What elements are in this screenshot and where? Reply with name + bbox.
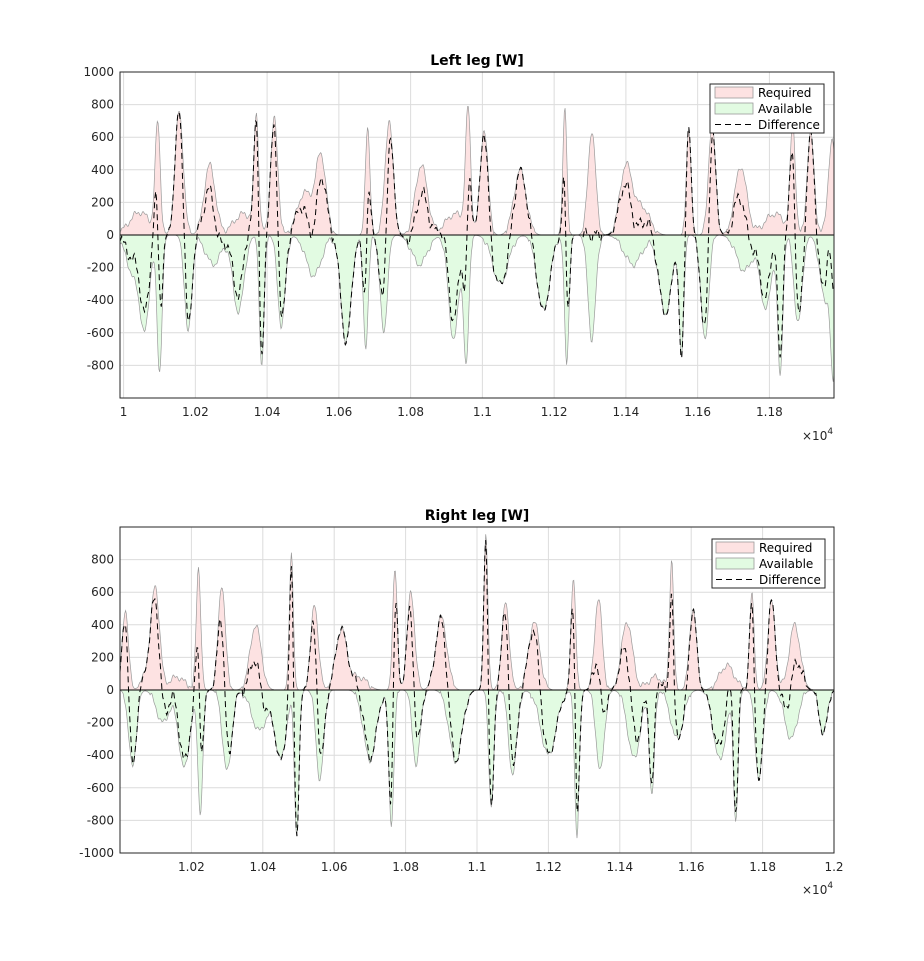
y-tick-label: 0 [106,228,114,242]
difference-line [119,540,835,837]
difference-line [119,110,834,360]
chart-title: Left leg [W] [430,53,524,69]
plot-frame [119,526,835,854]
legend-label-available: Available [758,102,812,116]
x-tick-label: 1.06 [326,405,353,419]
y-tick-label: -800 [87,813,114,827]
x-tick-labels: 1.02 1.04 1.06 1.08 1.1 1.12 1.14 1.16 1.18 1.2 [178,860,844,874]
difference-series [119,540,835,837]
legend-swatch-required [714,86,754,99]
y-tick-label: 800 [91,98,114,112]
x-tick-label: 1.08 [392,860,419,874]
x-tick-label: 1.16 [684,405,711,419]
y-tick-label: -600 [87,781,114,795]
x-tick-label: 1 [120,405,128,419]
x-multiplier-exponent: 4 [827,427,833,437]
y-tick-label: 400 [91,163,114,177]
y-tick-labels: -1000 -800 -600 -400 -200 0 200 400 600 800 [79,553,114,860]
y-tick-labels: -800 -600 -400 -200 0 200 400 600 800 1000 [83,65,114,372]
x-tick-labels: 1 1.02 1.04 1.06 1.08 1.1 1.12 1.14 1.16 1.18 [120,405,783,419]
x-multiplier: ×104 [802,881,833,897]
legend-label-required: Required [758,86,811,100]
x-multiplier-base: ×10 [802,883,827,897]
x-multiplier-base: ×10 [802,429,827,443]
y-tick-label: 400 [91,618,114,632]
y-tick-label: 0 [106,683,114,697]
x-tick-label: 1.18 [756,405,783,419]
left-leg-chart: Left leg [W] 1 1.02 1.04 1.06 1.08 1.1 1.12 1.1… [83,53,835,443]
legend-swatch-available [714,102,754,115]
x-multiplier: ×104 [802,427,833,443]
x-tick-label: 1.12 [535,860,562,874]
legend-label-difference: Difference [758,118,820,132]
y-tick-label: -400 [87,748,114,762]
y-tick-label: -1000 [79,846,114,860]
y-tick-label: -200 [87,716,114,730]
x-tick-label: 1.2 [824,860,843,874]
x-tick-label: 1.1 [467,860,486,874]
x-tick-label: 1.12 [541,405,568,419]
x-tick-label: 1.14 [606,860,633,874]
right-leg-chart: Right leg [W] 1.02 1.04 1.06 1.08 1.1 1.12 1.1… [79,508,843,897]
difference-series [119,110,834,360]
plot-frame [119,71,835,399]
x-tick-label: 1.04 [254,405,281,419]
y-tick-label: -600 [87,326,114,340]
legend-swatch-required [715,541,755,554]
x-multiplier-exponent: 4 [827,881,833,891]
y-tick-label: 600 [91,585,114,599]
legend-swatch-available [715,557,755,570]
x-tick-label: 1.04 [249,860,276,874]
x-tick-label: 1.08 [397,405,424,419]
legend-label-difference: Difference [759,573,821,587]
y-tick-label: 800 [91,553,114,567]
x-tick-label: 1.14 [613,405,640,419]
legend-label-required: Required [759,541,812,555]
y-tick-label: 1000 [83,65,114,79]
x-tick-label: 1.06 [321,860,348,874]
y-tick-label: -800 [87,358,114,372]
area-fills [119,106,835,382]
legend: Required Available Difference [709,83,825,134]
legend-label-available: Available [759,557,813,571]
x-tick-label: 1.16 [678,860,705,874]
chart-title: Right leg [W] [425,508,530,524]
x-tick-label: 1.02 [178,860,205,874]
x-tick-label: 1.02 [182,405,209,419]
x-tick-label: 1.1 [473,405,492,419]
y-tick-label: -200 [87,261,114,275]
y-tick-label: 600 [91,130,114,144]
legend: Required Available Difference [711,538,826,589]
y-tick-label: 200 [91,650,114,664]
y-tick-label: 200 [91,195,114,209]
x-tick-label: 1.18 [749,860,776,874]
available-area [119,234,835,382]
y-tick-label: -400 [87,293,114,307]
